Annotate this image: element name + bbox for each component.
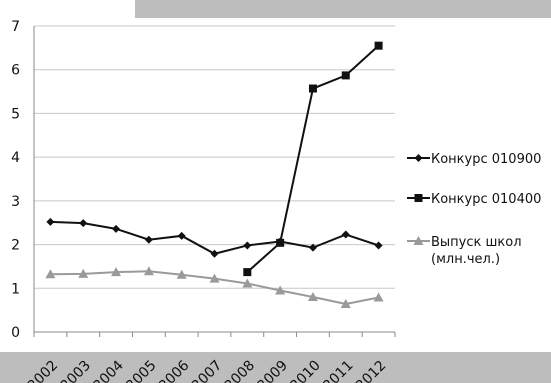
y-tick-label: 1	[11, 281, 20, 297]
series-layer	[45, 41, 384, 309]
y-tick-label: 3	[11, 194, 20, 210]
y-tick-label: 6	[11, 63, 20, 79]
top-gray-strip	[135, 0, 551, 18]
data-point-square	[276, 238, 285, 247]
data-point-diamond	[341, 230, 350, 239]
y-tick-label: 0	[11, 325, 20, 341]
data-point-triangle	[413, 236, 424, 245]
series-1	[46, 217, 383, 258]
axis-layer	[33, 26, 396, 337]
data-point-diamond	[414, 154, 423, 162]
data-point-square	[414, 194, 423, 202]
data-point-triangle	[45, 269, 56, 279]
data-point-square	[308, 84, 317, 93]
y-tick-label: 4	[11, 150, 20, 166]
data-point-diamond	[112, 224, 121, 233]
data-point-triangle	[340, 299, 351, 309]
legend-label: (млн.чел.)	[431, 252, 500, 267]
data-point-triangle	[373, 292, 384, 302]
data-point-diamond	[177, 231, 186, 240]
data-point-triangle	[78, 268, 89, 278]
data-point-diamond	[46, 217, 55, 226]
legend-label: Выпуск школ	[431, 235, 522, 250]
top-left-white-strip	[0, 0, 135, 18]
data-point-diamond	[374, 241, 383, 250]
data-point-square	[374, 41, 383, 50]
data-point-triangle	[143, 266, 154, 276]
data-point-triangle	[209, 273, 220, 283]
series-line	[50, 220, 379, 255]
legend-item: Выпуск школ (млн.чел.)	[407, 235, 522, 267]
data-point-triangle	[307, 292, 318, 302]
data-point-triangle	[275, 285, 286, 295]
legend-item: Конкурс 010900	[407, 152, 541, 167]
legend-item: Конкурс 010400	[407, 192, 541, 207]
y-tick-label: 2	[11, 238, 20, 254]
data-point-diamond	[308, 243, 317, 252]
y-tick-label: 5	[11, 106, 20, 122]
data-point-square	[243, 268, 252, 277]
series-3	[45, 266, 384, 309]
data-point-diamond	[144, 235, 153, 244]
data-point-triangle	[242, 278, 253, 288]
grid-layer	[34, 25, 395, 289]
data-point-triangle	[111, 267, 122, 277]
data-point-square	[341, 71, 350, 80]
legend-label: Конкурс 010400	[431, 192, 541, 207]
y-tick-label: 7	[11, 19, 20, 35]
series-2	[243, 41, 383, 277]
data-point-diamond	[79, 219, 88, 228]
legend-label: Конкурс 010900	[431, 152, 541, 167]
data-point-triangle	[176, 269, 187, 279]
data-point-diamond	[243, 241, 252, 250]
data-point-diamond	[210, 249, 219, 258]
legend: Конкурс 010900 Конкурс 010400 Выпуск школ (…	[407, 152, 541, 267]
bottom-gray-strip	[0, 352, 551, 383]
